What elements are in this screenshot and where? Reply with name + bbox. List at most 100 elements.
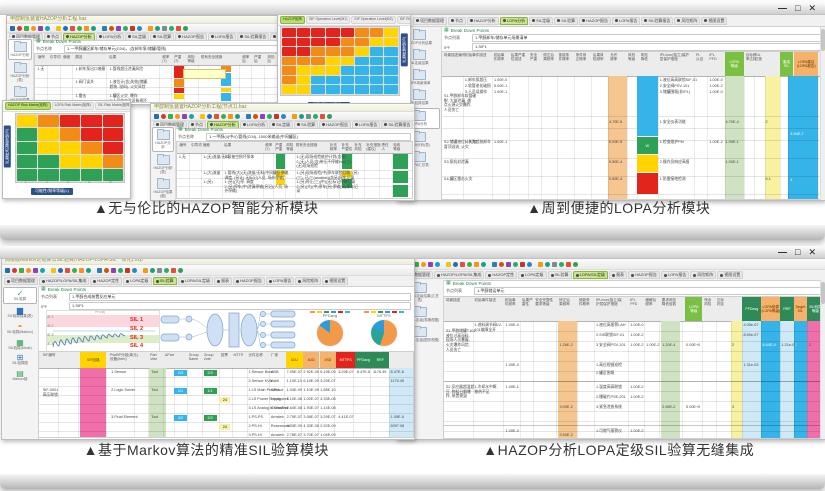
- matrix-cell[interactable]: [311, 85, 325, 94]
- matrix-cell[interactable]: [369, 85, 384, 94]
- toolbar-icon[interactable]: [453, 261, 458, 267]
- matrix-cell[interactable]: [325, 75, 340, 85]
- matrix-cell[interactable]: [17, 155, 38, 168]
- toolbar-icon[interactable]: [132, 267, 137, 273]
- toolbar-icon[interactable]: [65, 267, 70, 273]
- toolbar-icon[interactable]: [155, 25, 160, 31]
- tab-HAZOP分析[interactable]: HAZOP分析: [207, 121, 239, 128]
- matrix-cell[interactable]: [282, 66, 296, 75]
- tab-HAZOP报告[interactable]: HAZOP报告: [579, 16, 611, 25]
- toolbar-icon[interactable]: [435, 261, 440, 267]
- matrix-tab[interactable]: SIF Operation Level(M1): [306, 16, 351, 24]
- toolbar-icon[interactable]: [79, 267, 84, 273]
- matrix-cell[interactable]: [325, 85, 340, 94]
- sidebar-item[interactable]: ▦ SIL验算(Mode): [3, 337, 37, 352]
- matrix-cell[interactable]: [340, 37, 355, 47]
- matrix-cell[interactable]: [38, 155, 59, 168]
- node-input[interactable]: 1.甲醇卸车/储存单元场景清单: [472, 34, 822, 43]
- matrix-cell[interactable]: [340, 56, 355, 66]
- tab-LOPA定级[interactable]: LOPA定级: [518, 271, 547, 279]
- matrix-cell[interactable]: [355, 37, 369, 47]
- matrix-cell[interactable]: [340, 47, 355, 56]
- toolbar-icon[interactable]: [5, 267, 10, 273]
- matrix-cell[interactable]: [296, 56, 311, 66]
- matrix-cell[interactable]: [38, 115, 59, 128]
- toolbar-icon[interactable]: [148, 25, 153, 31]
- toolbar-icon[interactable]: [183, 25, 188, 31]
- matrix-cell[interactable]: [81, 115, 102, 128]
- matrix-cell[interactable]: [311, 37, 325, 47]
- matrix-cell[interactable]: [384, 56, 398, 66]
- toolbar-icon[interactable]: [467, 261, 472, 267]
- toolbar-icon[interactable]: [573, 261, 578, 267]
- sidebar-item[interactable]: HAZOP分析: [152, 127, 174, 153]
- matrix-cell[interactable]: [311, 75, 325, 85]
- matrix-cell[interactable]: [17, 115, 38, 128]
- matrix-cell[interactable]: [59, 141, 81, 155]
- tab-SIL验算报告[interactable]: SIL验算报告: [381, 121, 414, 128]
- tab-LOPA分析[interactable]: LOPA分析: [239, 121, 269, 128]
- toolbar-icon[interactable]: [446, 261, 451, 267]
- toolbar-icon[interactable]: [176, 25, 181, 31]
- matrix-cell[interactable]: [340, 85, 355, 94]
- matrix-cell[interactable]: [38, 141, 59, 155]
- toolbar-icon[interactable]: [169, 25, 174, 31]
- toolbar-icon[interactable]: [58, 267, 63, 273]
- toolbar-icon[interactable]: [111, 267, 116, 273]
- toolbar-icon[interactable]: [421, 261, 426, 267]
- toolbar-icon[interactable]: [527, 261, 532, 267]
- toolbar-icon[interactable]: [86, 267, 91, 273]
- toolbar-icon[interactable]: [253, 113, 258, 119]
- tab-节点[interactable]: 节点: [188, 121, 206, 128]
- toolbar-icon[interactable]: [200, 113, 205, 119]
- tab-SIL定级[interactable]: SIL定级: [269, 121, 294, 128]
- matrix-tab[interactable]: LOPA Risk Matrix(矩阵): [51, 102, 95, 110]
- vertical-scrollbar[interactable]: [820, 280, 825, 439]
- toolbar-icon[interactable]: [31, 25, 36, 31]
- matrix-cell[interactable]: [282, 37, 296, 47]
- tab-HAZOP定性[interactable]: HAZOP定性: [90, 277, 123, 285]
- toolbar-icon[interactable]: [538, 261, 543, 267]
- toolbar-icon[interactable]: [161, 113, 166, 119]
- toolbar-icon[interactable]: [162, 25, 167, 31]
- tab-HAZOP报告[interactable]: HAZOP报告: [319, 121, 351, 128]
- matrix-cell[interactable]: [38, 168, 59, 181]
- toolbar-icon[interactable]: [125, 267, 130, 273]
- close-button[interactable]: ✕: [808, 247, 816, 257]
- toolbar-icon[interactable]: [157, 267, 162, 273]
- matrix-cell[interactable]: [340, 75, 355, 85]
- tab-SIL验算[interactable]: SIL验算: [150, 33, 175, 40]
- tab-风险矩阵[interactable]: 风险矩阵: [690, 271, 717, 279]
- tab-LOPA定级[interactable]: LOPA定级: [123, 277, 152, 285]
- toolbar-icon[interactable]: [91, 25, 96, 31]
- toolbar-icon[interactable]: [274, 113, 279, 119]
- toolbar-icon[interactable]: [130, 25, 135, 31]
- matrix-cell[interactable]: [81, 155, 102, 168]
- toolbar-icon[interactable]: [281, 113, 286, 119]
- matrix-cell[interactable]: [17, 168, 38, 181]
- toolbar-icon[interactable]: [559, 261, 564, 267]
- matrix-cell[interactable]: [102, 115, 123, 128]
- toolbar-icon[interactable]: [77, 25, 82, 31]
- toolbar-icon[interactable]: [428, 261, 433, 267]
- matrix-cell[interactable]: [355, 47, 369, 56]
- toolbar-icon[interactable]: [492, 261, 497, 267]
- toolbar-icon[interactable]: [327, 113, 332, 119]
- matrix-cell[interactable]: [282, 75, 296, 85]
- toolbar-icon[interactable]: [221, 113, 226, 119]
- node-input[interactable]: 1.甲醇储运单元: [474, 287, 822, 296]
- matrix-cell[interactable]: [311, 28, 325, 37]
- matrix-cell[interactable]: [296, 85, 311, 94]
- toolbar-icon[interactable]: [97, 267, 102, 273]
- tab-HAZOP报告[interactable]: HAZOP报告: [628, 271, 660, 279]
- matrix-cell[interactable]: [38, 128, 59, 141]
- toolbar-icon[interactable]: [320, 113, 325, 119]
- matrix-cell[interactable]: [369, 47, 384, 56]
- tab-HAZOP/LOPA/SIL集成[interactable]: HAZOP/LOPA/SIL集成: [39, 277, 90, 285]
- matrix-cell[interactable]: [296, 75, 311, 85]
- sidebar-item[interactable]: ▤ Markov链: [3, 368, 37, 383]
- tab-风险矩阵[interactable]: 风险矩阵: [674, 16, 701, 25]
- close-button[interactable]: ✕: [808, 3, 816, 13]
- matrix-cell[interactable]: [282, 56, 296, 66]
- tab-节点[interactable]: 节点: [448, 16, 466, 25]
